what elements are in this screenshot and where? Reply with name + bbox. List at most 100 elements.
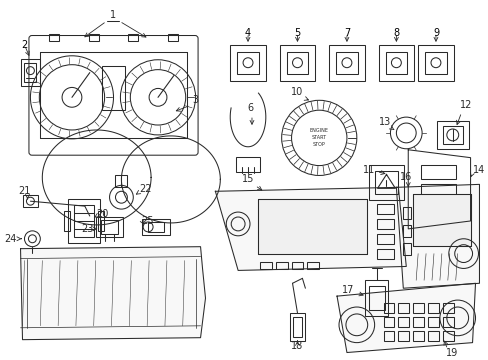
Text: 22: 22 — [139, 184, 151, 194]
Bar — [148, 222, 163, 232]
Text: STOP: STOP — [312, 142, 325, 147]
Text: 13: 13 — [378, 117, 390, 127]
Bar — [398, 303, 408, 313]
Bar — [442, 317, 453, 327]
Text: 11: 11 — [362, 165, 374, 175]
Text: 16: 16 — [399, 172, 411, 183]
Bar — [142, 219, 169, 235]
Bar — [376, 249, 394, 258]
Bar — [378, 45, 413, 81]
Text: ENGINE: ENGINE — [309, 129, 328, 134]
Bar — [89, 33, 99, 41]
Polygon shape — [215, 187, 406, 270]
Bar — [68, 199, 100, 243]
Bar — [383, 303, 394, 313]
Text: 7: 7 — [343, 28, 349, 38]
Bar — [376, 219, 394, 229]
Bar — [257, 199, 366, 253]
Text: 12: 12 — [459, 100, 471, 110]
Bar — [289, 313, 305, 341]
Bar — [385, 52, 407, 73]
Bar — [64, 211, 70, 231]
Text: 17: 17 — [341, 285, 353, 295]
Text: 1: 1 — [110, 10, 116, 20]
Text: 10: 10 — [291, 87, 303, 98]
Text: START: START — [311, 135, 326, 140]
Bar — [259, 261, 271, 269]
Text: 20: 20 — [97, 209, 109, 219]
Bar — [442, 303, 453, 313]
Text: 9: 9 — [432, 28, 438, 38]
Bar — [286, 52, 308, 73]
Bar — [20, 59, 40, 86]
Text: 3: 3 — [192, 95, 198, 105]
Bar — [101, 220, 118, 234]
Bar — [335, 52, 357, 73]
Bar — [376, 234, 394, 244]
Text: 18: 18 — [291, 341, 303, 351]
Bar — [403, 207, 410, 219]
Bar — [237, 52, 258, 73]
Bar — [420, 165, 455, 179]
Bar — [236, 157, 259, 171]
Bar — [412, 303, 423, 313]
Polygon shape — [20, 247, 205, 339]
Bar — [427, 331, 438, 341]
Bar — [292, 317, 302, 337]
Bar — [376, 204, 394, 214]
Bar — [128, 33, 138, 41]
Bar — [275, 261, 287, 269]
Bar — [291, 261, 303, 269]
Text: 5: 5 — [294, 28, 300, 38]
Text: 14: 14 — [471, 165, 484, 175]
Bar — [442, 126, 462, 144]
Bar — [230, 45, 265, 81]
Bar — [167, 33, 178, 41]
Text: 24: 24 — [4, 234, 17, 244]
Bar — [420, 184, 455, 196]
Bar — [417, 45, 453, 81]
Bar — [412, 331, 423, 341]
Polygon shape — [396, 184, 479, 288]
Text: 4: 4 — [244, 28, 250, 38]
Text: 15: 15 — [242, 175, 254, 184]
Bar — [398, 317, 408, 327]
Bar — [257, 199, 366, 253]
Bar — [398, 331, 408, 341]
Bar — [96, 217, 123, 237]
Bar — [24, 63, 36, 82]
Bar — [403, 243, 410, 255]
Text: 21: 21 — [18, 186, 31, 196]
Bar — [279, 45, 315, 81]
Bar — [403, 225, 410, 237]
Bar — [427, 317, 438, 327]
Text: 19: 19 — [445, 347, 457, 357]
Bar — [436, 121, 468, 149]
Bar — [442, 331, 453, 341]
Bar — [74, 205, 94, 237]
Bar — [412, 194, 469, 246]
Bar — [412, 194, 469, 246]
Text: 23: 23 — [81, 224, 94, 234]
Bar — [427, 303, 438, 313]
Text: 2: 2 — [21, 40, 27, 50]
Polygon shape — [336, 283, 474, 352]
Bar — [328, 45, 364, 81]
Bar — [374, 171, 398, 194]
Bar — [368, 165, 404, 200]
Bar — [102, 66, 125, 110]
Bar — [307, 261, 319, 269]
Bar — [424, 52, 446, 73]
Bar — [368, 286, 384, 310]
Bar — [420, 201, 455, 213]
Bar — [115, 175, 127, 187]
Text: 25: 25 — [141, 216, 153, 226]
Bar — [22, 195, 38, 207]
Bar — [383, 331, 394, 341]
Bar — [383, 317, 394, 327]
Bar — [364, 280, 387, 316]
Bar — [49, 33, 59, 41]
Text: 8: 8 — [392, 28, 399, 38]
Text: 6: 6 — [246, 103, 253, 113]
Bar — [98, 211, 103, 231]
